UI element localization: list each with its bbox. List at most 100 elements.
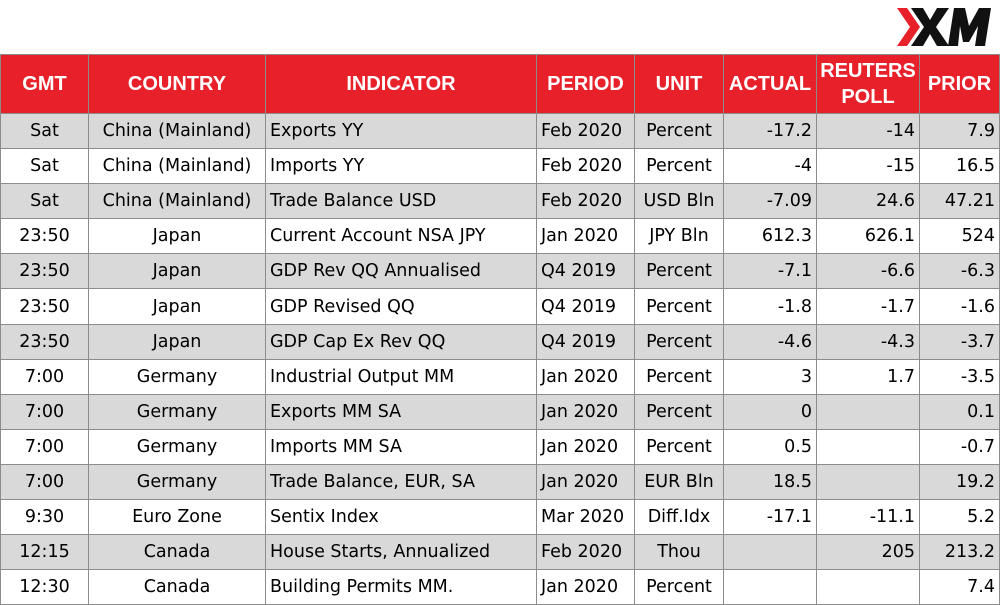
cell-gmt: 23:50	[0, 323, 89, 360]
cell-unit: Percent	[634, 323, 724, 360]
cell-period: Jan 2020	[536, 569, 635, 605]
cell-prior: -0.7	[919, 428, 1000, 465]
cell-actual	[723, 534, 817, 571]
cell-reuters-poll: -14	[816, 112, 920, 150]
table-row: 12:15 Canada House Starts, Annualized Feb 2…	[0, 534, 1000, 571]
cell-gmt: Sat	[0, 183, 89, 220]
cell-unit: Percent	[634, 358, 724, 395]
cell-prior: -1.6	[919, 288, 1000, 325]
cell-reuters-poll: 1.7	[816, 358, 920, 395]
cell-period: Jan 2020	[536, 358, 635, 395]
table-row: 7:00 Germany Trade Balance, EUR, SA Jan 202…	[0, 463, 1000, 501]
cell-gmt: 23:50	[0, 253, 89, 290]
cell-indicator: GDP Cap Ex Rev QQ	[265, 323, 537, 360]
cell-actual: -7.1	[723, 253, 817, 290]
table-row: 23:50 Japan Current Account NSA JPY Jan 202…	[0, 218, 1000, 255]
table-row: 9:30 Euro Zone Sentix Index Mar 2020 Diff.Id…	[0, 499, 1000, 536]
cell-prior: -6.3	[919, 253, 1000, 290]
cell-country: Japan	[88, 288, 266, 325]
cell-prior: 0.1	[919, 393, 1000, 430]
cell-country: Germany	[88, 393, 266, 430]
cell-indicator: Building Permits MM.	[265, 569, 537, 605]
cell-period: Q4 2019	[536, 253, 635, 290]
table-row: 7:00 Germany Imports MM SA Jan 2020 Percent 0…	[0, 428, 1000, 465]
xm-logo	[897, 8, 991, 46]
cell-country: Japan	[88, 253, 266, 290]
cell-unit: Percent	[634, 112, 724, 150]
cell-country: China (Mainland)	[88, 183, 266, 220]
header-period: PERIOD	[536, 54, 635, 114]
cell-reuters-poll	[816, 393, 920, 430]
cell-unit: EUR Bln	[634, 463, 724, 501]
header-actual: ACTUAL	[723, 54, 817, 114]
cell-gmt: 23:50	[0, 288, 89, 325]
cell-prior: 19.2	[919, 463, 1000, 501]
cell-prior: 7.9	[919, 112, 1000, 150]
cell-prior: -3.7	[919, 323, 1000, 360]
cell-period: Feb 2020	[536, 148, 635, 185]
cell-unit: JPY Bln	[634, 218, 724, 255]
cell-country: Japan	[88, 323, 266, 360]
header-indicator: INDICATOR	[265, 54, 537, 114]
cell-actual: 612.3	[723, 218, 817, 255]
cell-reuters-poll: 626.1	[816, 218, 920, 255]
cell-country: Germany	[88, 358, 266, 395]
cell-reuters-poll: -4.3	[816, 323, 920, 360]
table-row: 12:30 Canada Building Permits MM. Jan 2020 P…	[0, 569, 1000, 605]
header-gmt: GMT	[0, 54, 89, 114]
table-body: Sat China (Mainland) Exports YY Feb 2020 Per…	[0, 112, 1000, 605]
cell-gmt: 7:00	[0, 463, 89, 501]
cell-indicator: Trade Balance USD	[265, 183, 537, 220]
cell-country: Canada	[88, 569, 266, 605]
cell-unit: Diff.Idx	[634, 499, 724, 536]
cell-indicator: GDP Revised QQ	[265, 288, 537, 325]
cell-unit: Percent	[634, 428, 724, 465]
cell-gmt: Sat	[0, 112, 89, 150]
cell-prior: 524	[919, 218, 1000, 255]
cell-country: Germany	[88, 463, 266, 501]
header-unit: UNIT	[634, 54, 724, 114]
table-row: Sat China (Mainland) Exports YY Feb 2020 Per…	[0, 112, 1000, 150]
cell-reuters-poll: -11.1	[816, 499, 920, 536]
cell-unit: Percent	[634, 148, 724, 185]
cell-actual: -4	[723, 148, 817, 185]
table-row: 23:50 Japan GDP Cap Ex Rev QQ Q4 2019 Percen…	[0, 323, 1000, 360]
cell-prior: -3.5	[919, 358, 1000, 395]
cell-gmt: 23:50	[0, 218, 89, 255]
cell-country: Euro Zone	[88, 499, 266, 536]
header-country: COUNTRY	[88, 54, 266, 114]
cell-period: Feb 2020	[536, 534, 635, 571]
table-row: Sat China (Mainland) Imports YY Feb 2020 Per…	[0, 148, 1000, 185]
table-row: Sat China (Mainland) Trade Balance USD Feb …	[0, 183, 1000, 220]
cell-period: Jan 2020	[536, 218, 635, 255]
header-prior: PRIOR	[919, 54, 1000, 114]
cell-period: Feb 2020	[536, 183, 635, 220]
cell-reuters-poll: 205	[816, 534, 920, 571]
cell-indicator: Imports YY	[265, 148, 537, 185]
cell-actual: -4.6	[723, 323, 817, 360]
cell-indicator: Sentix Index	[265, 499, 537, 536]
cell-period: Feb 2020	[536, 112, 635, 150]
economic-calendar-table: GMT COUNTRY INDICATOR PERIOD UNIT ACTUAL…	[0, 54, 1000, 605]
table-row: 7:00 Germany Industrial Output MM Jan 2020 P…	[0, 358, 1000, 395]
cell-period: Jan 2020	[536, 428, 635, 465]
cell-indicator: House Starts, Annualized	[265, 534, 537, 571]
cell-reuters-poll	[816, 463, 920, 501]
cell-actual: 0.5	[723, 428, 817, 465]
cell-gmt: 7:00	[0, 393, 89, 430]
header-reuters-poll: REUTERS POLL	[816, 54, 920, 114]
cell-country: Japan	[88, 218, 266, 255]
cell-reuters-poll: 24.6	[816, 183, 920, 220]
cell-indicator: Exports MM SA	[265, 393, 537, 430]
cell-prior: 213.2	[919, 534, 1000, 571]
cell-reuters-poll: -6.6	[816, 253, 920, 290]
cell-country: Canada	[88, 534, 266, 571]
cell-gmt: Sat	[0, 148, 89, 185]
table-row: 23:50 Japan GDP Rev QQ Annualised Q4 2019 Pe…	[0, 253, 1000, 290]
cell-gmt: 7:00	[0, 358, 89, 395]
cell-prior: 5.2	[919, 499, 1000, 536]
cell-reuters-poll: -15	[816, 148, 920, 185]
cell-prior: 47.21	[919, 183, 1000, 220]
cell-period: Q4 2019	[536, 323, 635, 360]
cell-indicator: Current Account NSA JPY	[265, 218, 537, 255]
